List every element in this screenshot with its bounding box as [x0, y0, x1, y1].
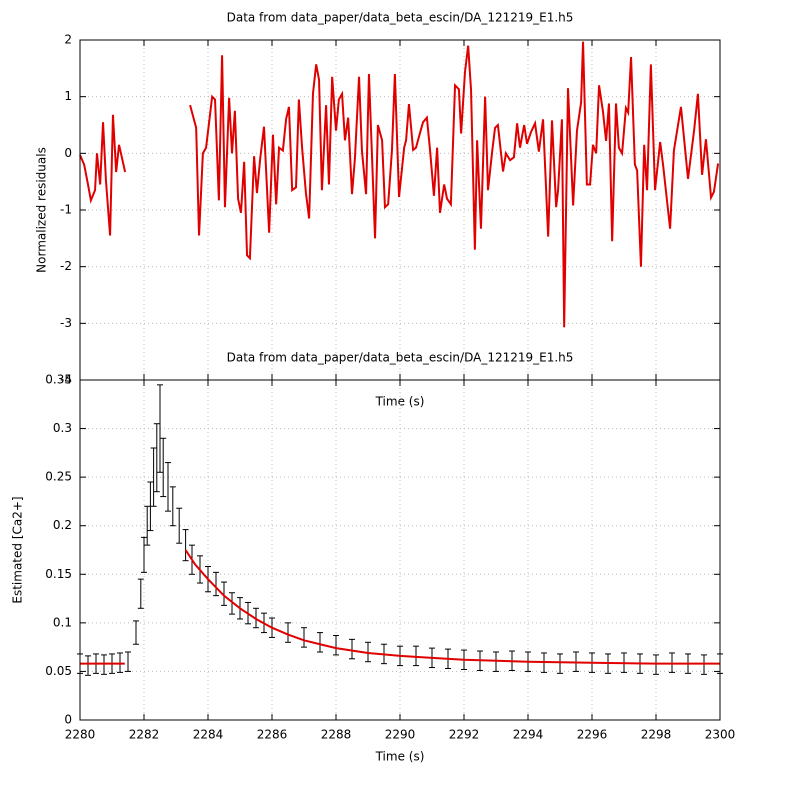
- x-axis-label: Time (s): [375, 395, 425, 409]
- y-tick-label: -3: [60, 316, 72, 330]
- chart-title: Data from data_paper/data_beta_escin/DA_…: [227, 351, 574, 365]
- y-tick-label: 0.25: [45, 470, 72, 484]
- y-tick-label: 0.05: [45, 664, 72, 678]
- x-tick-label: 2286: [257, 728, 288, 742]
- x-tick-label: 2294: [513, 728, 544, 742]
- y-tick-label: 0.1: [53, 615, 72, 629]
- plot-frame: [79, 379, 721, 721]
- y-tick-label: -4: [60, 373, 72, 387]
- x-tick-label: 2288: [321, 728, 352, 742]
- y-tick-label: 0.2: [53, 518, 72, 532]
- y-axis-label: Estimated [Ca2+]: [11, 496, 25, 603]
- y-tick-label: -1: [60, 203, 72, 217]
- y-tick-label: 0.15: [45, 567, 72, 581]
- y-tick-label: 0: [64, 146, 72, 160]
- y-axis-label: Normalized residuals: [35, 147, 49, 273]
- x-tick-label: 2290: [385, 728, 416, 742]
- x-tick-label: 2292: [449, 728, 480, 742]
- x-tick-label: 2280: [65, 728, 96, 742]
- x-tick-label: 2296: [577, 728, 608, 742]
- x-tick-label: 2284: [193, 728, 224, 742]
- y-tick-label: -2: [60, 259, 72, 273]
- y-tick-label: 0.35: [45, 373, 72, 387]
- chart-title: Data from data_paper/data_beta_escin/DA_…: [227, 11, 574, 25]
- x-tick-label: 2298: [641, 728, 672, 742]
- y-tick-label: 0.3: [53, 421, 72, 435]
- y-tick-label: 0: [64, 713, 72, 727]
- residual-line: [79, 41, 720, 328]
- x-axis-label: Time (s): [375, 750, 425, 764]
- x-tick-label: 2300: [705, 728, 736, 742]
- y-tick-label: 1: [64, 89, 72, 103]
- fit-line: [80, 549, 720, 665]
- x-tick-label: 2282: [129, 728, 160, 742]
- y-tick-label: 2: [64, 33, 72, 47]
